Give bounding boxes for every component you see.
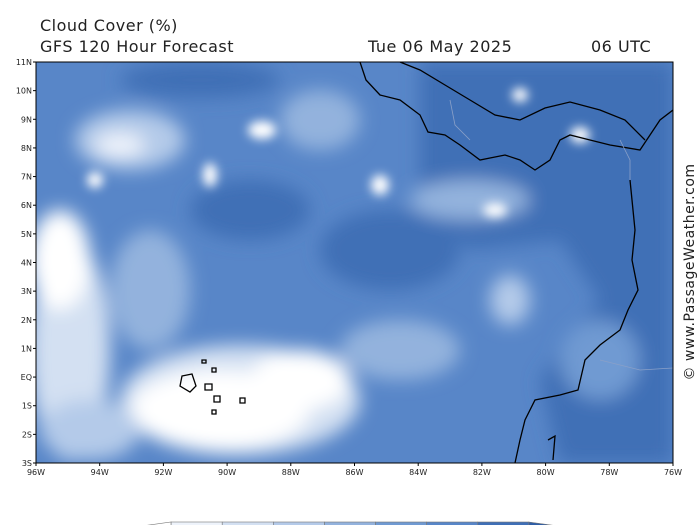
- lon-label: 76W: [664, 468, 682, 477]
- lat-label: 1S: [22, 402, 32, 411]
- lat-label: 4N: [21, 259, 32, 268]
- colorbar-swatch: [324, 521, 376, 525]
- colorbar-swatch: [426, 521, 479, 525]
- subtitle: GFS 120 Hour Forecast: [40, 37, 234, 56]
- date: Tue 06 May 2025: [367, 37, 512, 56]
- title: Cloud Cover (%): [40, 16, 178, 35]
- lon-label: 90W: [218, 468, 236, 477]
- colorbar-cap: [146, 521, 172, 525]
- lat-label: 10N: [16, 87, 32, 96]
- lat-label: 5N: [21, 230, 32, 239]
- lat-label: 8N: [21, 144, 32, 153]
- lon-label: 86W: [345, 468, 363, 477]
- watermark: © www.PassageWeather.com: [682, 163, 698, 380]
- lat-label: 2S: [22, 430, 32, 439]
- lon-label: 96W: [27, 468, 45, 477]
- lon-label: 80W: [537, 468, 555, 477]
- colorbar-swatch: [170, 521, 223, 525]
- colorbar-swatch: [273, 521, 325, 525]
- lon-label: 92W: [154, 468, 172, 477]
- lat-label: EQ: [21, 373, 32, 382]
- lon-label: 78W: [600, 468, 618, 477]
- lat-label: 3N: [21, 287, 32, 296]
- lat-label: 11N: [16, 58, 32, 67]
- lat-label: 7N: [21, 173, 32, 182]
- lat-label: 1N: [21, 344, 32, 353]
- colorbar-swatch: [375, 521, 427, 525]
- lon-label: 84W: [409, 468, 427, 477]
- lon-label: 88W: [282, 468, 300, 477]
- time: 06 UTC: [591, 37, 651, 56]
- lon-label: 82W: [473, 468, 491, 477]
- lat-label: 6N: [21, 201, 32, 210]
- colorbar-swatch: [477, 521, 530, 525]
- lat-label: 2N: [21, 316, 32, 325]
- colorbar-cap: [528, 521, 554, 525]
- lon-label: 94W: [91, 468, 109, 477]
- lat-label: 9N: [21, 115, 32, 124]
- lat-label: 3S: [22, 459, 32, 468]
- colorbar-swatch: [221, 521, 274, 525]
- cloud-field: [36, 62, 673, 463]
